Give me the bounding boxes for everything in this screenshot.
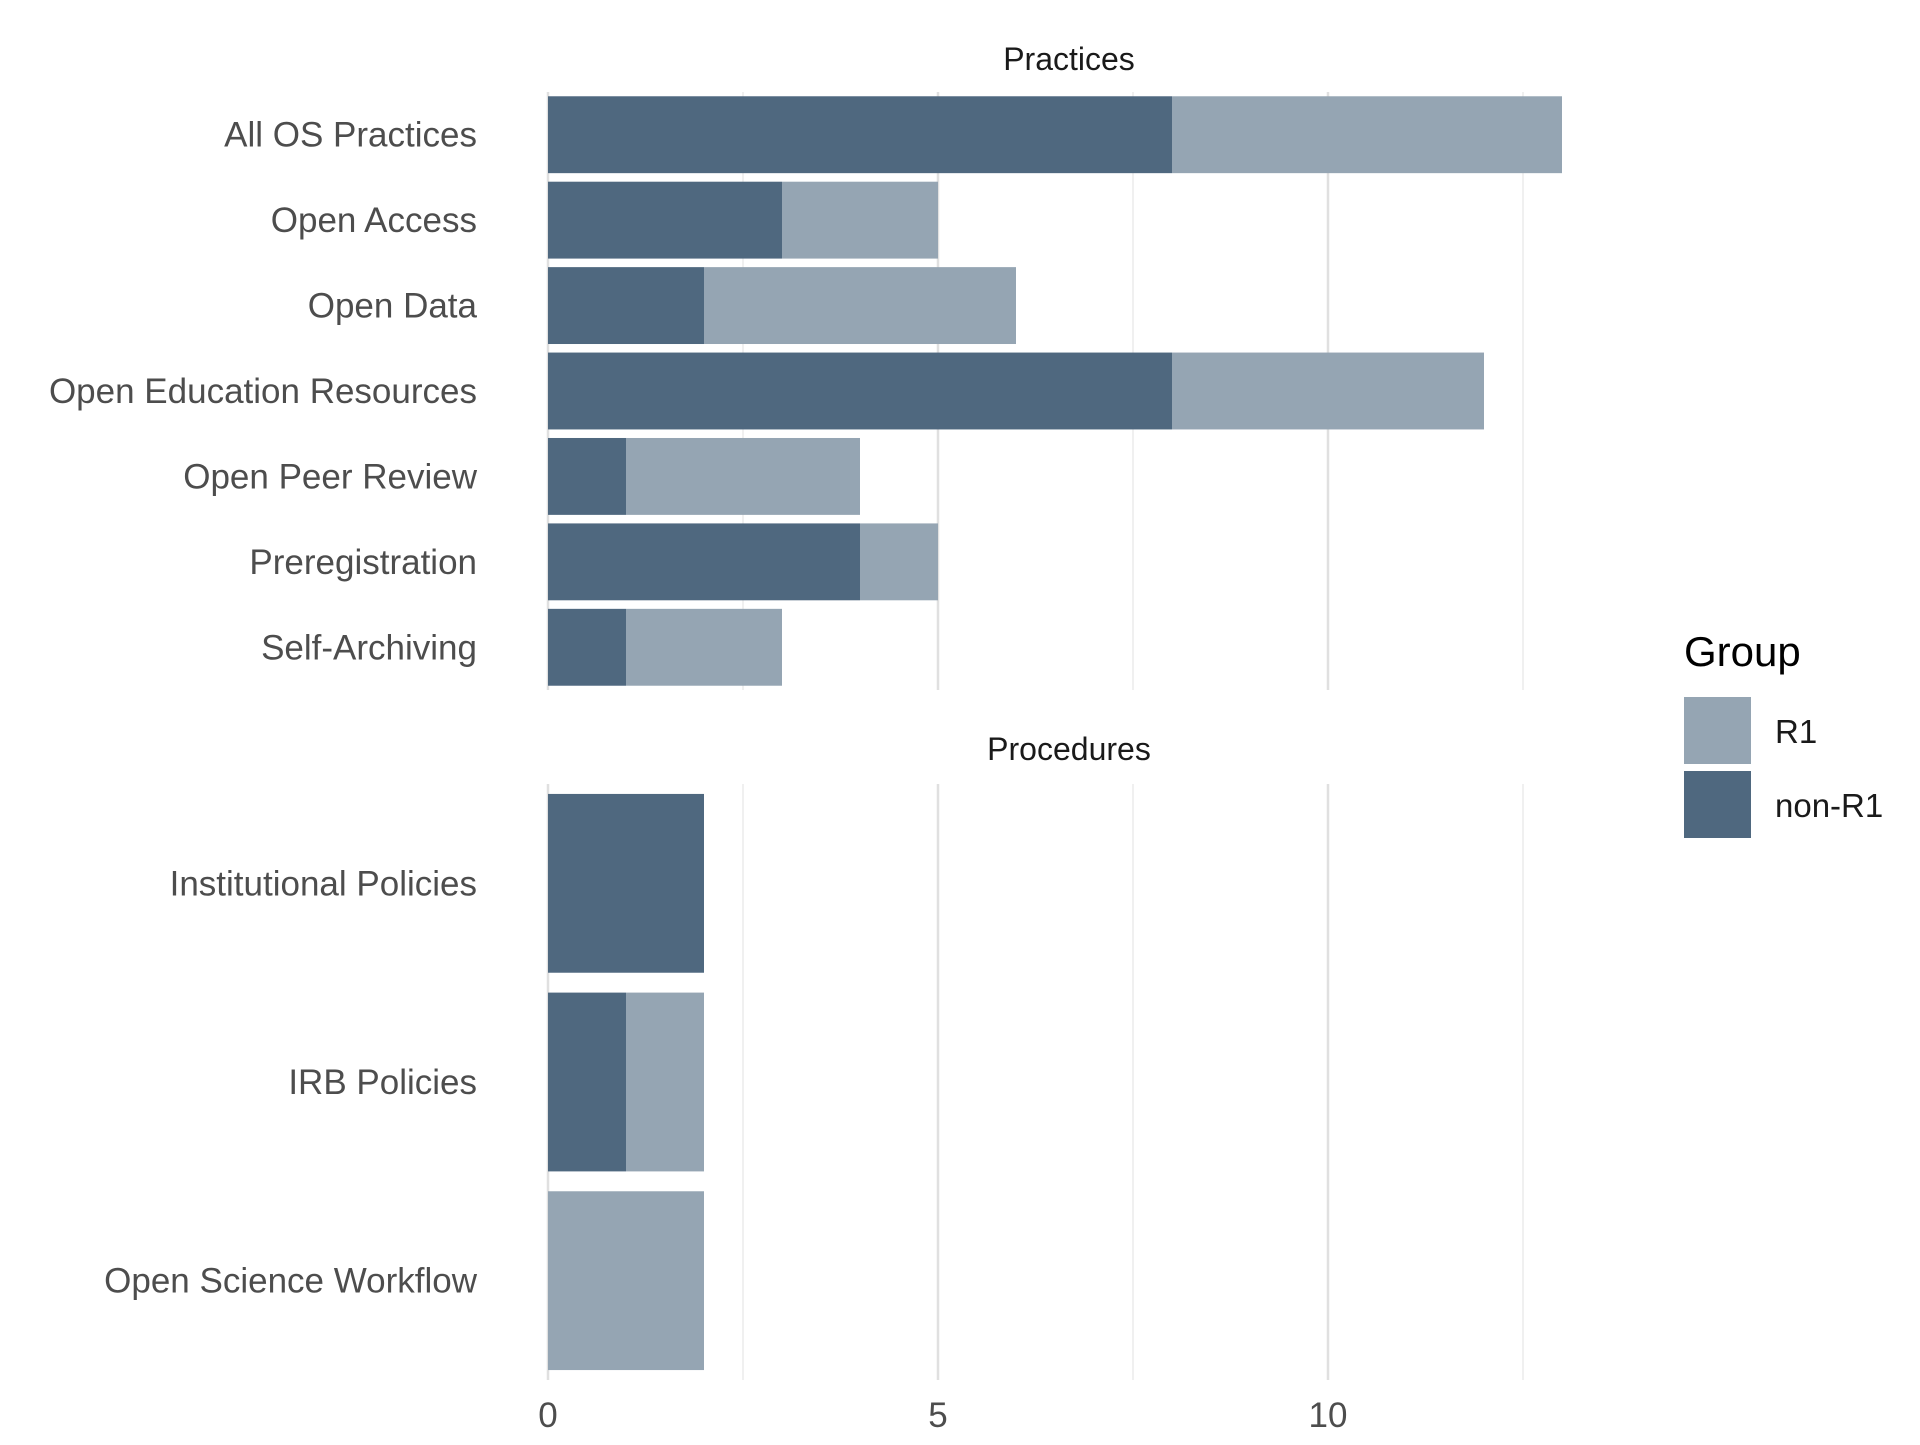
bar-non-r1-open-data <box>548 267 704 345</box>
category-label: Open Education Resources <box>49 372 477 411</box>
bar-r1-open-science-workflow <box>548 1191 704 1371</box>
bar-r1-open-peer-review <box>626 437 860 515</box>
bar-non-r1-irb-policies <box>548 992 626 1172</box>
bar-r1-irb-policies <box>626 992 704 1172</box>
bar-r1-self-archiving <box>626 608 782 686</box>
bar-r1-preregistration <box>860 523 938 601</box>
bar-r1-open-data <box>704 267 1016 345</box>
category-label: Open Science Workflow <box>104 1262 478 1301</box>
legend-label: non-R1 <box>1775 787 1883 824</box>
bar-non-r1-self-archiving <box>548 608 626 686</box>
legend-key-r1 <box>1684 697 1751 764</box>
bar-non-r1-preregistration <box>548 523 860 601</box>
bar-r1-open-education-resources <box>1172 352 1484 430</box>
legend-label: R1 <box>1775 713 1817 750</box>
category-label: Preregistration <box>249 543 477 582</box>
x-tick-label: 10 <box>1309 1396 1348 1435</box>
bar-r1-all-os-practices <box>1172 96 1562 174</box>
bar-non-r1-all-os-practices <box>548 96 1172 174</box>
x-tick-label: 0 <box>538 1396 557 1435</box>
panel-title-practices: Practices <box>1003 41 1135 77</box>
legend-key-non-r1 <box>1684 771 1751 838</box>
category-label: All OS Practices <box>224 116 477 155</box>
panel-title-procedures: Procedures <box>987 731 1151 767</box>
category-label: Institutional Policies <box>170 864 477 903</box>
bar-non-r1-institutional-policies <box>548 793 704 973</box>
bar-non-r1-open-education-resources <box>548 352 1172 430</box>
bar-non-r1-open-peer-review <box>548 437 626 515</box>
category-label: Open Access <box>271 201 477 240</box>
category-label: Self-Archiving <box>261 628 477 667</box>
x-tick-label: 5 <box>928 1396 947 1435</box>
legend-title: Group <box>1684 628 1801 675</box>
bar-non-r1-open-access <box>548 181 782 259</box>
bar-r1-open-access <box>782 181 938 259</box>
category-label: Open Data <box>308 287 478 326</box>
category-label: IRB Policies <box>288 1063 477 1102</box>
category-label: Open Peer Review <box>183 457 477 496</box>
